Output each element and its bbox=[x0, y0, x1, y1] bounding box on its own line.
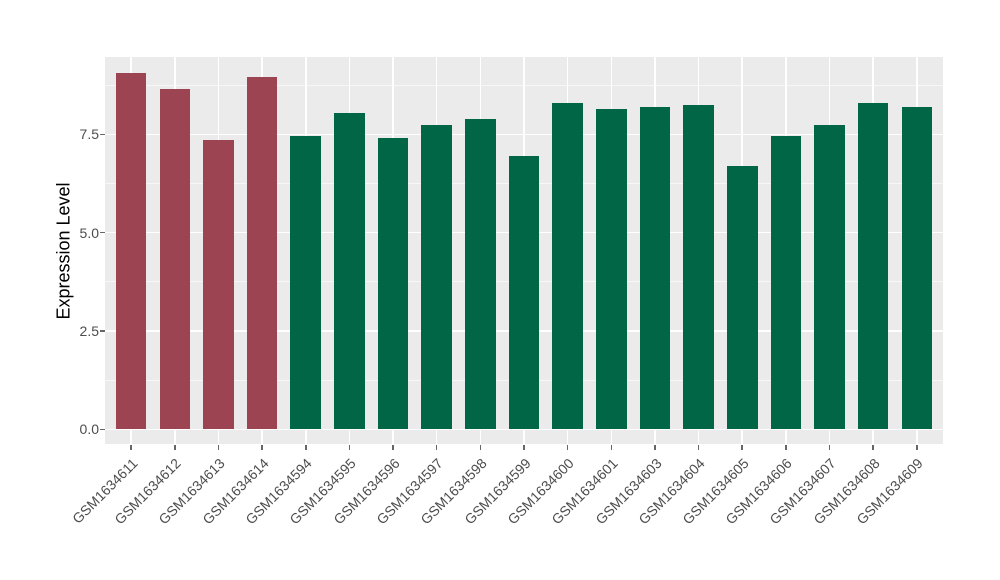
bar-GSM1634594 bbox=[290, 136, 322, 430]
bar-GSM1634596 bbox=[377, 138, 409, 430]
y-tick-label-2.5: 2.5 bbox=[79, 323, 99, 339]
x-tick-mark-GSM1634594 bbox=[305, 444, 307, 450]
bar-GSM1634600 bbox=[552, 102, 583, 430]
x-tick-mark-GSM1634597 bbox=[435, 444, 438, 450]
y-tick-mark-0.0 bbox=[100, 428, 105, 431]
x-tick-mark-GSM1634612 bbox=[174, 444, 176, 450]
bar-GSM1634595 bbox=[334, 112, 365, 430]
bar-GSM1634612 bbox=[159, 89, 191, 430]
y-tick-label-5.0: 5.0 bbox=[79, 224, 99, 241]
bar-GSM1634607 bbox=[814, 124, 845, 430]
x-tick-mark-GSM1634613 bbox=[217, 444, 220, 450]
x-tick-mark-GSM1634601 bbox=[610, 444, 613, 450]
x-tick-mark-GSM1634614 bbox=[261, 444, 263, 450]
x-tick-mark-GSM1634595 bbox=[348, 444, 351, 450]
bar-GSM1634604 bbox=[683, 104, 714, 430]
bar-GSM1634611 bbox=[115, 73, 147, 430]
x-tick-mark-GSM1634607 bbox=[828, 444, 831, 450]
y-tick-mark-2.5 bbox=[100, 330, 105, 332]
bar-GSM1634608 bbox=[857, 102, 889, 430]
bar-GSM1634613 bbox=[203, 140, 234, 430]
x-tick-mark-GSM1634605 bbox=[741, 444, 743, 450]
bar-GSM1634603 bbox=[639, 106, 671, 430]
bar-GSM1634599 bbox=[508, 156, 540, 430]
bar-GSM1634597 bbox=[421, 124, 452, 430]
bar-GSM1634601 bbox=[596, 108, 627, 430]
bar-GSM1634606 bbox=[770, 136, 802, 430]
x-tick-mark-GSM1634596 bbox=[392, 444, 394, 450]
x-tick-mark-GSM1634600 bbox=[566, 444, 569, 450]
x-tick-mark-GSM1634608 bbox=[872, 444, 874, 450]
x-tick-mark-GSM1634603 bbox=[654, 444, 656, 450]
x-tick-mark-GSM1634599 bbox=[523, 444, 525, 450]
y-tick-mark-7.5 bbox=[100, 133, 105, 136]
bar-GSM1634609 bbox=[901, 106, 933, 430]
x-tick-mark-GSM1634609 bbox=[916, 444, 918, 450]
y-tick-label-0.0: 0.0 bbox=[79, 421, 99, 438]
bar-GSM1634598 bbox=[465, 118, 496, 430]
plot-panel bbox=[105, 57, 943, 444]
bar-GSM1634614 bbox=[246, 77, 278, 430]
y-axis-title: Expression Level bbox=[53, 181, 74, 320]
y-tick-mark-5.0 bbox=[100, 231, 105, 234]
x-tick-mark-GSM1634606 bbox=[785, 444, 787, 450]
y-tick-label-7.5: 7.5 bbox=[79, 126, 99, 143]
x-tick-mark-GSM1634598 bbox=[479, 444, 482, 450]
x-tick-mark-GSM1634604 bbox=[697, 444, 700, 450]
x-tick-mark-GSM1634611 bbox=[130, 444, 132, 450]
bar-GSM1634605 bbox=[726, 165, 758, 430]
